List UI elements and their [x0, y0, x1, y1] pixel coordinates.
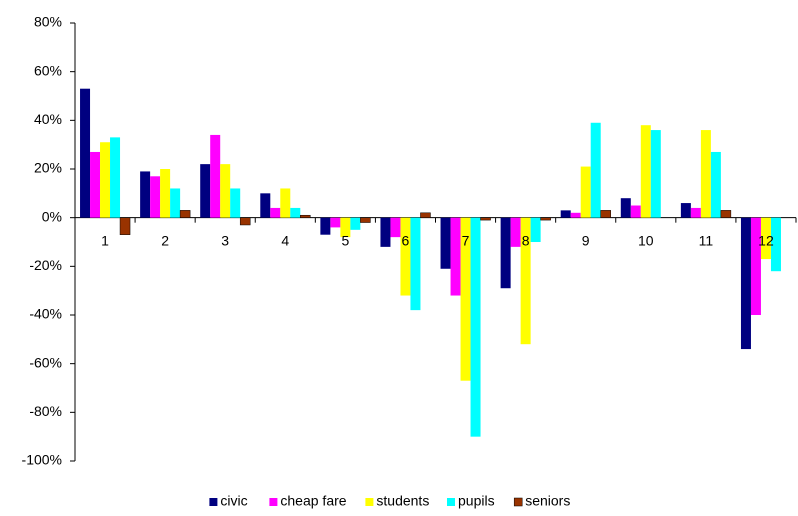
x-tick-label: 6 — [402, 232, 410, 248]
y-tick-label: -60% — [29, 354, 62, 370]
bar — [119, 217, 131, 235]
bar — [179, 210, 191, 218]
bar — [410, 217, 421, 311]
y-tick-label: 20% — [34, 160, 62, 176]
bar — [530, 217, 541, 242]
bar — [710, 151, 721, 218]
bar — [470, 217, 481, 437]
bar — [110, 137, 121, 218]
bar — [600, 210, 611, 218]
bar — [280, 188, 291, 218]
bar — [160, 169, 171, 218]
x-tick-label: 3 — [221, 232, 229, 248]
bar — [230, 188, 241, 218]
bar — [270, 207, 281, 218]
bar — [90, 151, 101, 218]
bar — [260, 193, 271, 218]
bar — [770, 217, 781, 272]
bar — [140, 171, 151, 218]
bar — [690, 207, 701, 218]
y-tick-label: 40% — [34, 111, 62, 127]
bar — [590, 122, 601, 218]
legend-label: pupils — [458, 493, 495, 509]
bar — [150, 176, 161, 218]
bar — [340, 217, 351, 238]
bar — [650, 130, 661, 218]
bar — [440, 217, 451, 269]
bar — [170, 188, 181, 218]
x-tick-label: 12 — [758, 232, 774, 248]
bar — [700, 130, 711, 218]
y-tick-label: 80% — [34, 14, 62, 30]
y-tick-label: -100% — [22, 452, 62, 468]
legend-swatch — [269, 498, 278, 506]
bar — [570, 212, 581, 218]
bar — [239, 217, 251, 226]
bar — [460, 217, 471, 381]
x-tick-label: 11 — [699, 232, 714, 248]
bar — [420, 212, 431, 218]
x-tick-label: 4 — [281, 232, 289, 248]
bar — [620, 198, 631, 218]
legend-swatch — [513, 497, 523, 507]
bar — [560, 210, 571, 218]
x-tick-label: 9 — [582, 232, 590, 248]
bar — [200, 164, 211, 218]
x-tick-label: 2 — [161, 232, 169, 248]
bar — [750, 217, 761, 315]
bar — [330, 217, 341, 228]
legend-label: cheap fare — [280, 493, 346, 509]
y-tick-label: -40% — [29, 306, 62, 322]
bar — [630, 205, 641, 218]
x-tick-label: 1 — [101, 232, 109, 248]
y-tick-label: -20% — [29, 257, 62, 273]
bar — [520, 217, 531, 345]
bar — [390, 217, 401, 238]
bar — [210, 134, 221, 218]
bar — [720, 210, 732, 218]
bar — [510, 217, 521, 247]
legend-label: students — [376, 493, 429, 509]
bar — [540, 217, 551, 221]
bar — [80, 88, 91, 218]
x-tick-label: 5 — [341, 232, 349, 248]
y-tick-label: 0% — [42, 208, 62, 224]
bar — [100, 142, 111, 218]
y-tick-label: -80% — [29, 403, 62, 419]
bar — [360, 217, 371, 223]
legend-label: seniors — [525, 493, 570, 509]
bar — [320, 217, 331, 235]
bar — [500, 217, 511, 289]
bar — [450, 217, 461, 296]
legend-swatch — [447, 498, 455, 506]
bar — [350, 217, 361, 230]
legend-swatch — [365, 498, 374, 506]
bar — [290, 207, 301, 218]
x-tick-label: 10 — [638, 232, 654, 248]
legend-swatch — [209, 498, 218, 506]
bar — [580, 166, 591, 218]
bar — [760, 217, 771, 260]
y-tick-label: 60% — [34, 62, 62, 78]
x-tick-label: 7 — [462, 232, 470, 248]
bar — [380, 217, 391, 247]
bar — [400, 217, 411, 296]
x-tick-label: 8 — [522, 232, 530, 248]
bar — [680, 203, 691, 218]
bar — [220, 164, 231, 218]
bar — [740, 217, 751, 350]
bar — [480, 217, 491, 221]
legend-label: civic — [220, 493, 247, 509]
bar — [300, 214, 311, 218]
bar — [640, 125, 651, 218]
